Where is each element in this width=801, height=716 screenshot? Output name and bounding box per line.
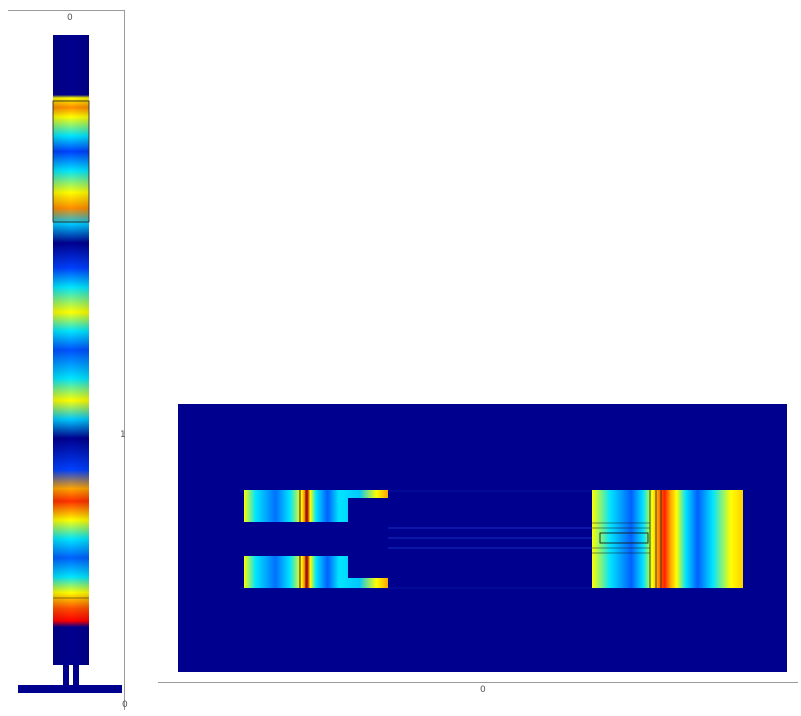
right-field-block	[592, 490, 743, 588]
vertical-neck-right	[73, 660, 79, 686]
left-upper-fork	[244, 490, 388, 522]
vertical-base-plate	[18, 685, 122, 693]
left-plot-bottom-tick-label: 0	[122, 700, 128, 710]
left-plot-top-tick-label: 0	[67, 13, 73, 23]
left-plot-right-tick-label: 1	[120, 430, 126, 440]
vertical-inner-outline	[52, 100, 90, 223]
left-lower-fork	[244, 556, 388, 588]
bottom-plot-tick-label: 0	[480, 685, 486, 695]
left-plot-top-axis	[8, 10, 124, 11]
vertical-field-shading	[53, 35, 89, 665]
bottom-plot-axis	[158, 682, 798, 683]
right-block-inner-outline	[599, 532, 649, 544]
left-plot-right-axis	[124, 10, 125, 710]
vertical-neck-left	[63, 660, 69, 686]
